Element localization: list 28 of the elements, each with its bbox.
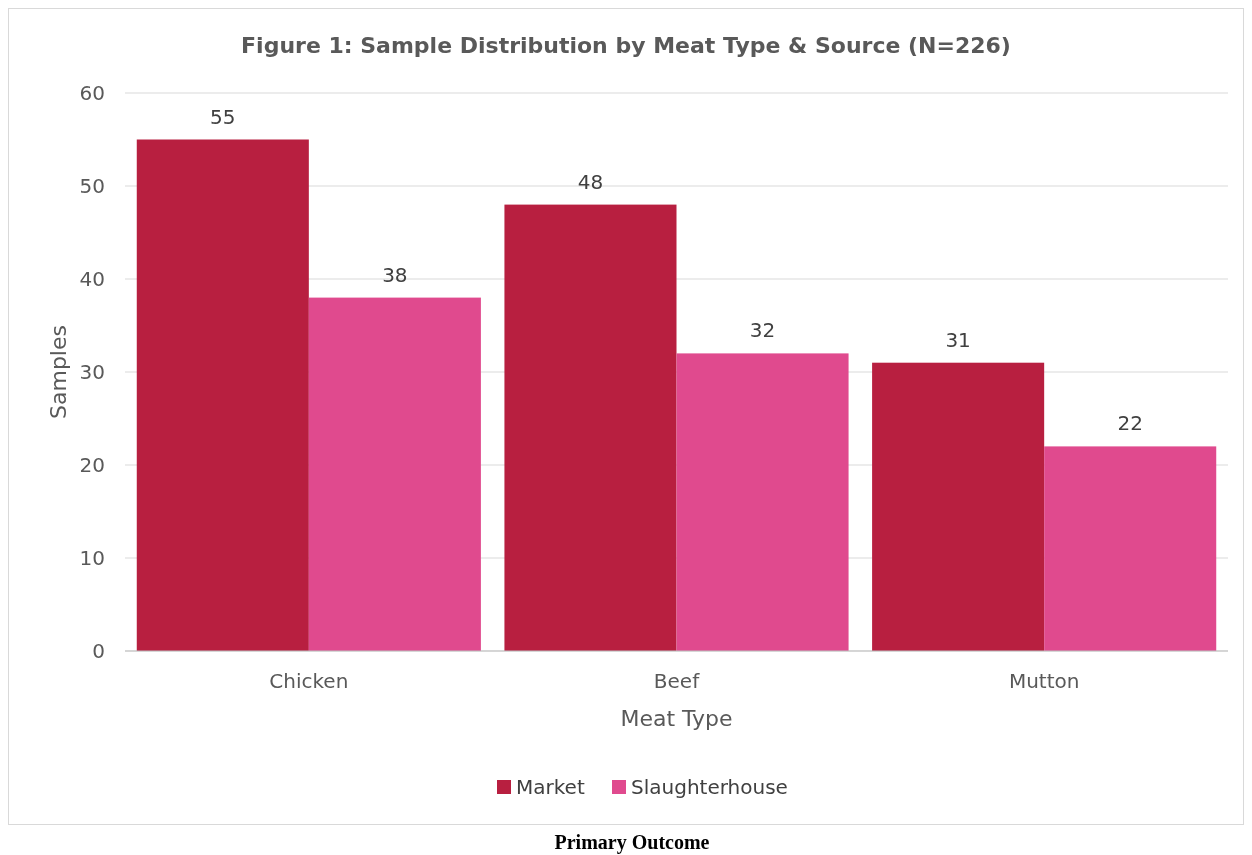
data-label: 38 — [382, 262, 408, 287]
data-label: 48 — [577, 169, 604, 194]
bar — [136, 139, 309, 651]
y-tick-label: 30 — [79, 360, 105, 384]
legend-label: Slaughterhouse — [631, 775, 788, 799]
x-tick-label: Beef — [653, 669, 701, 693]
bar — [1044, 446, 1217, 651]
text: Primary Outcome — [554, 831, 710, 854]
y-tick-label: 40 — [79, 267, 105, 291]
data-label: 32 — [749, 318, 776, 343]
y-tick-label: 60 — [79, 81, 105, 105]
y-tick-label: 20 — [79, 453, 105, 477]
data-label: 31 — [945, 327, 971, 352]
x-axis-title: Meat Type — [620, 706, 733, 731]
chart-title: Figure 1: Sample Distribution by Meat Type & Source (N=226) — [241, 33, 1011, 58]
x-tick-label: Mutton — [1008, 669, 1080, 693]
bar — [504, 204, 677, 651]
x-tick-label: Chicken — [269, 669, 349, 693]
bar — [872, 362, 1045, 651]
bar — [676, 353, 849, 651]
bar — [308, 297, 481, 651]
y-tick-label: 10 — [79, 546, 105, 570]
y-axis-title: Samples — [46, 325, 71, 419]
y-tick-label: 50 — [79, 174, 105, 198]
y-tick-label: 0 — [92, 639, 105, 663]
legend-label: Market — [516, 775, 585, 799]
data-label: 22 — [1117, 411, 1143, 436]
data-label: 55 — [210, 104, 236, 129]
